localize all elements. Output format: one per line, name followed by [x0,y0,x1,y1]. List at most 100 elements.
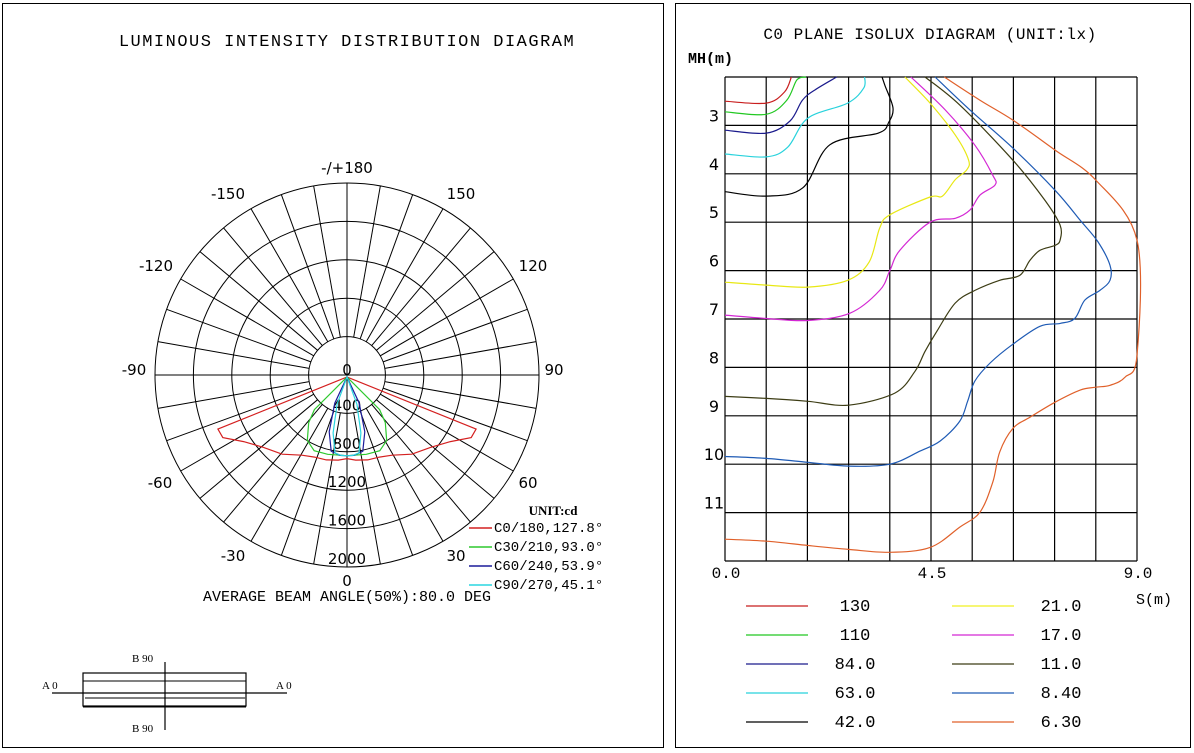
isolux-curve-6.3 [724,76,1142,553]
polar-spoke [313,412,341,565]
y-tick-label: 4 [709,155,719,174]
isolux-legend-value: 8.40 [1041,685,1082,704]
isolux-legend-value: 63.0 [835,685,876,704]
x-tick-label: 0.0 [712,565,741,583]
polar-spoke [365,408,444,542]
isolux-curve-42 [724,76,894,197]
polar-spoke [280,410,335,556]
polar-angle-label: -/+180 [321,159,373,177]
y-tick-label: 6 [709,252,719,271]
polar-spoke [313,185,341,338]
polar-spoke [382,308,528,363]
beam-angle-text: AVERAGE BEAM ANGLE(50%):80.0 DEG [203,589,491,606]
y-tick-label: 5 [709,203,719,222]
y-tick-label: 8 [709,348,719,367]
unit-label: UNIT:cd [529,503,579,518]
isolux-curve-84 [724,76,838,135]
polar-spoke [384,341,537,369]
polar-spoke [199,251,318,351]
polar-spoke [365,208,444,342]
isolux-curve-21 [724,76,970,288]
polar-spoke [376,399,495,499]
polar-spoke [223,404,323,523]
polar-angle-label: -150 [211,185,245,203]
polar-spoke [180,278,314,357]
isolux-legend-value: 21.0 [1041,598,1082,617]
polar-spoke [157,381,310,409]
isolux-y-ticks: 3 4 5 6 7 8 9 10 11 [704,106,724,512]
polar-spoke [371,404,471,523]
polar-spoke [359,410,414,556]
y-tick-label: 10 [704,445,724,464]
polar-spoke [353,185,381,338]
x-tick-label: 9.0 [1124,565,1153,583]
isolux-curves [724,76,1142,553]
legend-label: C0/180,127.8° [494,521,603,537]
polar-spoke [353,412,381,565]
polar-spoke [280,194,335,340]
b-top-label: B 90 [132,653,154,665]
polar-angle-label: -60 [148,474,173,492]
isolux-curve-130 [724,76,792,105]
polar-ring-label: 1600 [328,512,366,530]
y-tick-label: 3 [709,106,719,125]
isolux-curve-11 [724,76,1063,407]
polar-spoke [180,393,314,472]
polar-angle-labels: -/+180 -150 150 -120 120 -90 90 -60 60 -30 30 0 [122,159,564,590]
isolux-legend-value: 84.0 [835,656,876,675]
a-right-label: A 0 [276,680,292,692]
isolux-panel [675,3,1191,748]
polar-legend: C0/180,127.8° C30/210,93.0° C60/240,53.9° C… [469,521,603,594]
polar-spoke [359,194,414,340]
isolux-curve-63 [724,76,866,158]
polar-spoke [380,393,514,472]
x-axis-label: S(m) [1136,592,1172,609]
polar-ring-label: 2000 [328,550,366,568]
isolux-legend-value: 130 [840,598,871,617]
polar-spoke [380,278,514,357]
polar-ring-label: 400 [333,396,362,414]
y-tick-label: 11 [704,494,724,513]
polar-ring-label: 0 [342,361,352,379]
polar-curve-C90-270 [332,375,362,457]
polar-angle-label: 120 [519,257,548,275]
y-tick-label: 7 [709,300,719,319]
polar-ring-label: 1200 [328,473,366,491]
polar-ring-label: 800 [333,435,362,453]
polar-spoke [250,408,329,542]
polar-angle-label: 60 [518,474,537,492]
isolux-legend-value: 6.30 [1041,714,1082,733]
polar-spoke [371,227,471,346]
polar-angle-label: 0 [342,572,352,590]
polar-angle-label: 30 [446,547,465,565]
isolux-curve-110 [724,76,807,116]
polar-spoke [250,208,329,342]
polar-ring-labels: 0 400 800 1200 1600 2000 [328,361,366,568]
b-bottom-label: B 90 [132,723,154,735]
isolux-legend-value: 17.0 [1041,627,1082,646]
polar-spoke [376,251,495,351]
legend-label: C60/240,53.9° [494,559,603,575]
a-left-label: A 0 [42,680,58,692]
polar-spoke [223,227,323,346]
polar-spoke [166,308,312,363]
polar-spoke [166,387,312,442]
isolux-legend-value: 11.0 [1041,656,1082,675]
polar-spoke [384,381,537,409]
y-axis-label: MH(m) [688,51,733,68]
isolux-curve-8.4 [724,76,1112,467]
luminaire-orientation-diagram: A 0 A 0 B 90 B 90 [42,653,292,735]
polar-angle-label: 150 [447,185,476,203]
polar-angle-label: -120 [139,257,173,275]
polar-grid [154,182,540,568]
isolux-legend-value: 42.0 [835,714,876,733]
polar-angle-label: 90 [544,361,563,379]
legend-label: C30/210,93.0° [494,540,603,556]
intensity-diagram-title: LUMINOUS INTENSITY DISTRIBUTION DIAGRAM [119,33,575,52]
polar-curve-C0-180 [217,376,477,461]
polar-spoke [199,399,318,499]
y-tick-label: 9 [709,397,719,416]
isolux-curve-17 [724,76,997,322]
isolux-diagram-title: C0 PLANE ISOLUX DIAGRAM (UNIT:lx) [763,26,1096,44]
